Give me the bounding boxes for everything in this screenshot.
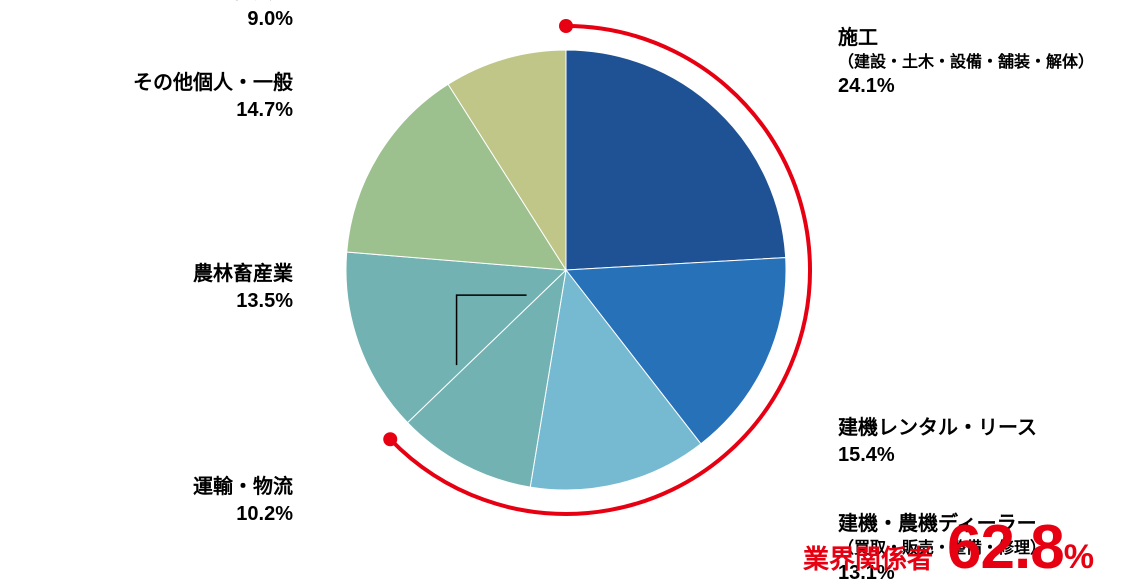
industry-callout-number: 62.8% — [947, 512, 1093, 583]
slice-label-s5: 農林畜産業13.5% — [193, 261, 293, 315]
slice-label-s6: その他個人・一般14.7% — [133, 70, 293, 124]
slice-label-line: 15.4% — [838, 442, 1037, 469]
slice-label-s2: 建機レンタル・リース15.4% — [838, 415, 1037, 469]
slice-label-line: その他個人・一般 — [133, 70, 293, 97]
slice-label-line: その他法人 — [193, 0, 293, 6]
slice-label-line: 24.1% — [838, 73, 1094, 100]
slice-label-s4: 運輸・物流10.2% — [193, 474, 293, 528]
slice-label-line: 13.5% — [193, 288, 293, 315]
pie-slice-s1 — [566, 50, 786, 270]
slice-label-line: 建機レンタル・リース — [838, 415, 1037, 442]
slice-label-line: 10.2% — [193, 501, 293, 528]
industry-callout-label: 業界関係者 — [803, 539, 933, 576]
slice-label-line: 施工 — [838, 25, 1094, 52]
industry-callout: 業界関係者 62.8% — [803, 512, 1093, 583]
slice-label-line: 9.0% — [193, 6, 293, 33]
slice-label-s7: その他法人9.0% — [193, 0, 293, 33]
slice-label-line: （建設・土木・設備・舗装・解体） — [838, 52, 1094, 74]
slice-label-s1: 施工（建設・土木・設備・舗装・解体）24.1% — [838, 25, 1094, 101]
industry-arc-dot-0 — [559, 19, 573, 33]
industry-callout-unit: % — [1064, 538, 1093, 576]
slice-label-line: 14.7% — [133, 97, 293, 124]
slice-label-line: 農林畜産業 — [193, 261, 293, 288]
pie-chart-container: 施工（建設・土木・設備・舗装・解体）24.1% 建機レンタル・リース15.4%建機… — [0, 0, 1133, 571]
slice-label-line: 運輸・物流 — [193, 474, 293, 501]
industry-callout-value: 62.8 — [947, 513, 1064, 582]
industry-arc-dot-1 — [383, 432, 397, 446]
